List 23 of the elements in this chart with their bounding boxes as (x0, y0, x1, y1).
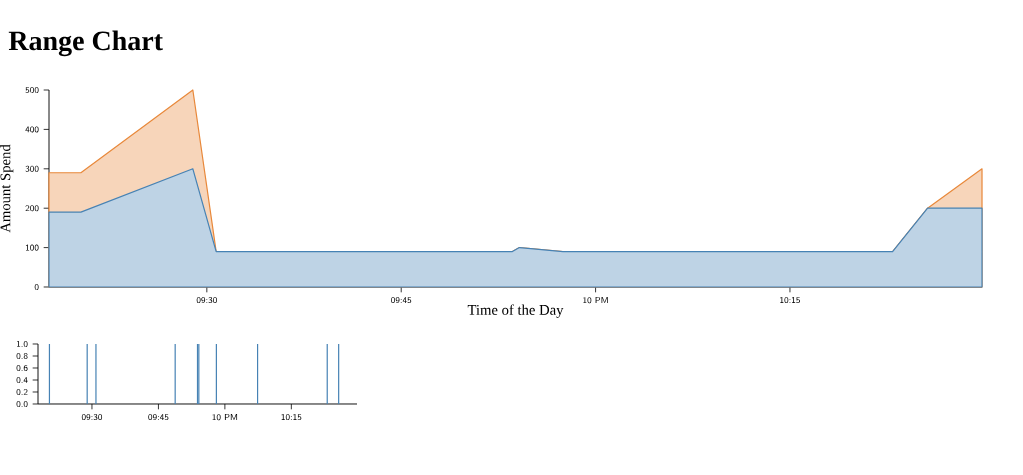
y-tick-label: 0 (34, 283, 39, 291)
y-tick-label: 400 (25, 126, 39, 133)
y-tick-label: 0.2 (16, 388, 28, 396)
x-tick-label: 09:45 (391, 297, 412, 304)
y-tick-label: 0.8 (16, 352, 28, 360)
y-tick-label: 100 (25, 244, 39, 251)
x-tick-label: 10:15 (281, 414, 302, 421)
y-tick-label: 500 (25, 86, 39, 94)
x-tick-label: 10 PM (212, 414, 238, 421)
x-tick-label: 10 PM (583, 297, 608, 304)
y-tick-label: 0.4 (16, 376, 28, 384)
x-tick-label: 09:45 (148, 414, 169, 421)
y-tick-label: 200 (25, 205, 39, 212)
x-tick-label: 10:15 (780, 297, 800, 304)
chart-title: Range Chart (8, 30, 163, 57)
x-tick-label: 09:30 (81, 414, 103, 421)
x-tick-label: 09:30 (196, 297, 217, 304)
x-axis-title: Time of the Day (467, 304, 564, 318)
y-tick-label: 1.0 (16, 340, 28, 348)
y-axis-title: Amount Spend (0, 144, 14, 233)
y-tick-label: 0.6 (16, 364, 28, 372)
y-tick-label: 0.0 (16, 400, 28, 408)
y-tick-label: 300 (25, 165, 39, 172)
